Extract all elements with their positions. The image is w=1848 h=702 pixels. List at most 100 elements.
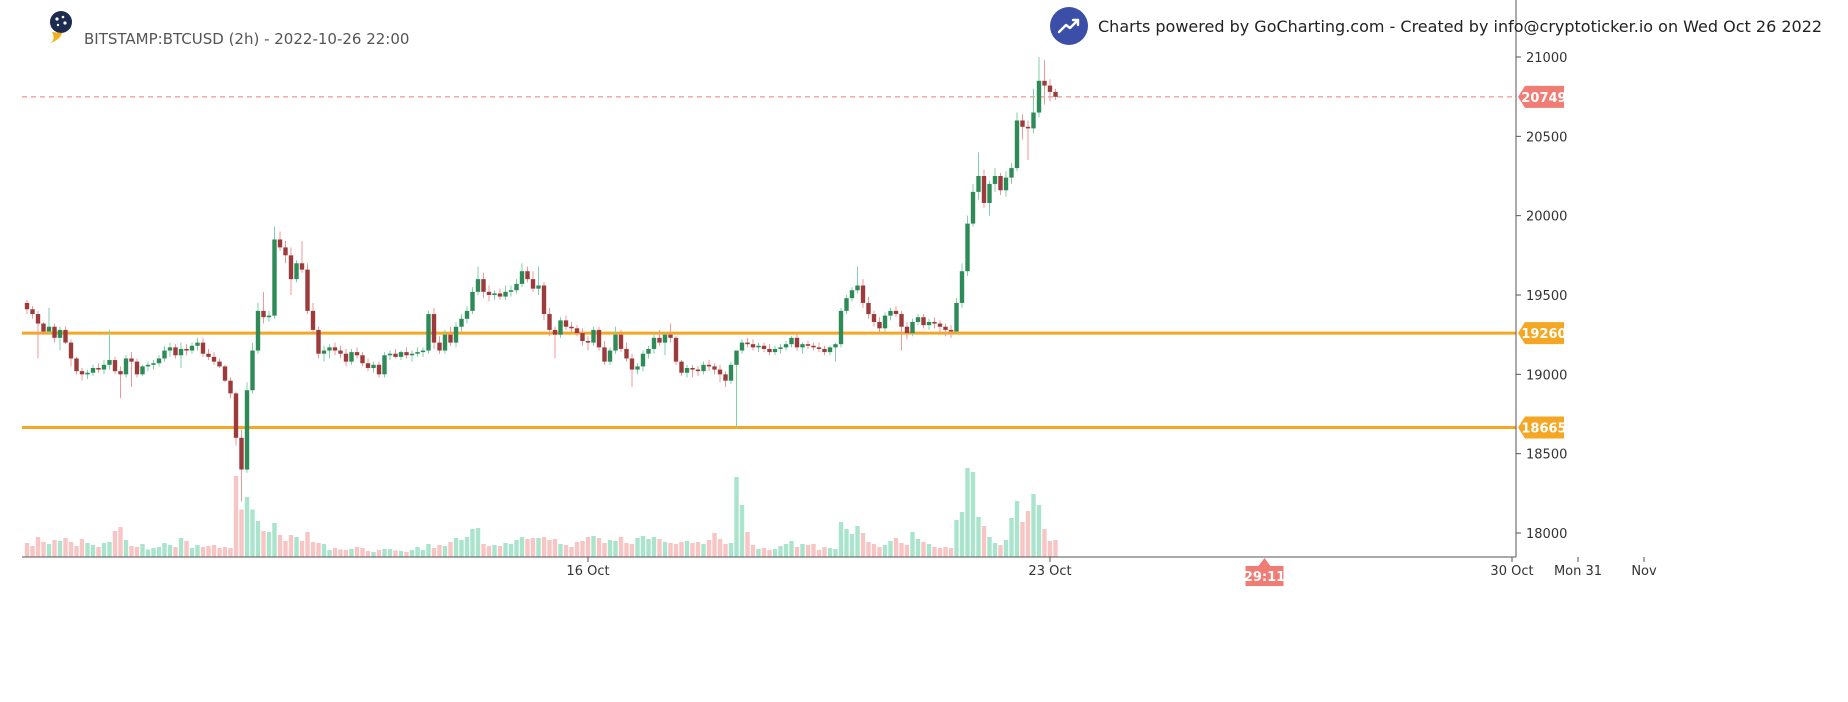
candle-body	[376, 364, 382, 375]
volume-bar	[756, 549, 761, 557]
candle-body	[68, 342, 74, 359]
volume-bar	[651, 537, 657, 557]
candle-body	[547, 314, 552, 330]
volume-bar	[789, 541, 794, 557]
candle-body	[35, 314, 41, 324]
volume-bar	[376, 550, 382, 557]
volume-bar	[822, 547, 827, 557]
volume-bar	[591, 536, 596, 557]
candle-body	[723, 374, 728, 381]
candle-body	[563, 320, 569, 327]
volume-bar	[360, 548, 365, 557]
candle-body	[107, 360, 112, 365]
volume-bar	[552, 539, 558, 557]
volume-bar	[596, 538, 602, 557]
volume-bar	[24, 543, 30, 557]
volume-bar	[915, 539, 921, 557]
candle-body	[294, 263, 299, 280]
candle-body	[1042, 80, 1047, 86]
candle-body	[30, 309, 35, 315]
candle-body	[959, 271, 965, 303]
candle-body	[761, 345, 767, 349]
volume-bar	[1031, 494, 1036, 557]
volume-bar	[134, 547, 140, 557]
volume-bar	[970, 472, 976, 557]
volume-bar	[497, 546, 503, 557]
candle-body	[536, 285, 541, 289]
volume-bar	[365, 551, 371, 557]
volume-bar	[189, 548, 195, 557]
candle-body	[310, 310, 316, 330]
volume-bar	[657, 539, 662, 557]
candle-body	[673, 337, 679, 362]
candle-body	[728, 364, 734, 381]
volume-bar	[673, 544, 679, 557]
volume-bar	[1014, 501, 1020, 557]
volume-bar	[574, 542, 580, 557]
candle-body	[789, 337, 794, 345]
volume-bar	[1003, 540, 1009, 557]
candle-body	[46, 326, 52, 332]
candle-body	[750, 344, 756, 348]
candle-body	[871, 314, 877, 322]
volume-bar	[987, 537, 992, 557]
candle-body	[937, 323, 943, 327]
candle-body	[1036, 80, 1042, 113]
volume-bar	[827, 548, 833, 557]
candle-body	[767, 348, 772, 353]
candle-body	[492, 293, 497, 295]
candle-body	[101, 364, 107, 370]
candle-body	[552, 329, 558, 335]
volume-bar	[244, 497, 250, 557]
candle-body	[442, 334, 448, 351]
volume-bar	[679, 542, 684, 557]
volume-bar	[976, 517, 981, 557]
volume-bar	[607, 540, 613, 557]
volume-bar	[431, 548, 437, 557]
candle-body	[580, 333, 585, 342]
volume-bar	[844, 529, 849, 557]
volume-bar	[684, 541, 690, 557]
volume-bar	[877, 547, 882, 557]
current-price-tag: 20749	[1518, 85, 1567, 108]
candle-body	[211, 356, 217, 362]
cryptoticker-logo-icon	[48, 10, 74, 48]
volume-bar	[866, 542, 871, 557]
candle-body	[338, 350, 343, 354]
candle-body	[838, 310, 844, 345]
candle-body	[360, 355, 365, 364]
volume-bar	[288, 535, 294, 557]
volume-bar	[437, 545, 442, 557]
candle-body	[41, 323, 46, 332]
candle-body	[954, 302, 959, 332]
volume-bar	[129, 546, 134, 557]
candle-body	[910, 321, 915, 334]
volume-bar	[1025, 511, 1031, 557]
candle-body	[167, 347, 173, 351]
axes-layer: 21000 20500 20000 19500 19000 18500 18000 16 Oc…	[22, 0, 1657, 579]
candle-body	[992, 176, 998, 184]
candle-body	[618, 334, 624, 349]
volume-bar	[123, 540, 129, 557]
candle-body	[189, 345, 195, 351]
candle-body	[904, 326, 910, 334]
volume-bar	[805, 545, 811, 557]
volume-bar	[250, 509, 255, 557]
volume-bar	[899, 543, 904, 557]
candle-body	[217, 361, 222, 367]
candle-body	[602, 347, 607, 362]
volume-bar	[816, 550, 822, 557]
volume-bar	[745, 532, 750, 557]
candle-body	[932, 321, 937, 324]
volume-bar	[668, 543, 673, 557]
volume-bar	[85, 543, 90, 557]
candle-body	[717, 369, 723, 375]
candle-body	[756, 345, 761, 348]
candle-body	[459, 318, 464, 327]
volume-bar	[800, 544, 805, 557]
volume-bar	[338, 549, 343, 557]
candle-body	[228, 380, 233, 394]
volume-bar	[294, 537, 299, 557]
volume-bar	[74, 546, 79, 557]
candle-body	[833, 344, 838, 348]
